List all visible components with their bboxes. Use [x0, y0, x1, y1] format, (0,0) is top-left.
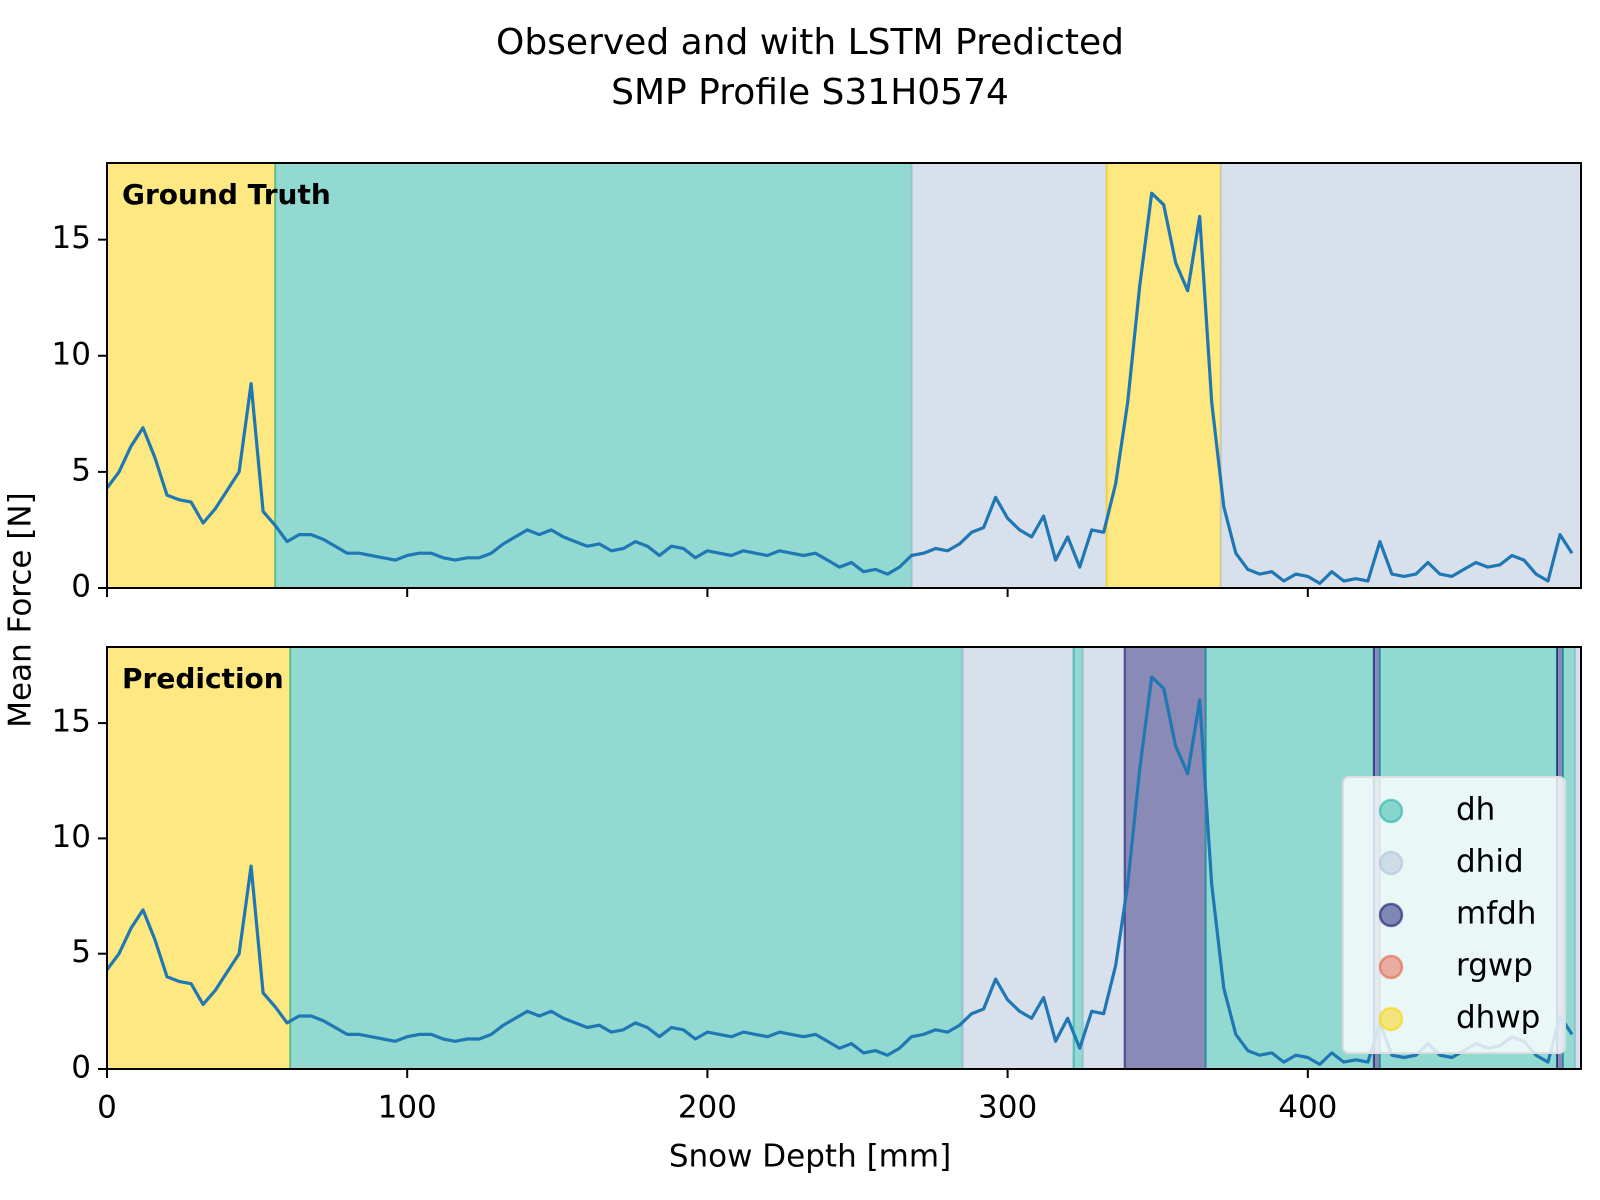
x-tick-label: 100 [378, 1090, 437, 1126]
x-tick-label: 300 [978, 1090, 1037, 1126]
x-tick-label: 400 [1278, 1090, 1337, 1126]
class-region [107, 647, 292, 1069]
title-line: SMP Profile S31H0574 [611, 72, 1009, 113]
y-tick-label: 0 [71, 1050, 91, 1086]
class-region [1072, 647, 1084, 1069]
data-line [107, 191, 1574, 585]
x-axis-label: Snow Depth [mm] [669, 1139, 951, 1175]
legend-marker [1378, 798, 1404, 824]
y-axis-label: Mean Force [N] [3, 492, 39, 727]
class-region [274, 163, 913, 588]
legend: dh dhid mfdh rgwp dhwp [1342, 776, 1566, 1054]
data-line [107, 675, 1574, 1066]
x-tick-label: 0 [97, 1090, 117, 1126]
y-tick-label: 15 [52, 704, 91, 740]
class-region [961, 647, 1075, 1069]
class-region [910, 163, 1108, 588]
legend-label: dhwp [1456, 1000, 1540, 1036]
class-region [289, 647, 964, 1069]
y-tick-label: 5 [71, 452, 91, 488]
legend-marker [1378, 1006, 1404, 1032]
legend-marker [1378, 954, 1404, 980]
legend-marker [1378, 902, 1404, 928]
legend-label: rgwp [1456, 948, 1533, 984]
class-region [1219, 163, 1581, 588]
y-tick-label: 10 [52, 819, 91, 855]
class-region [1123, 647, 1207, 1069]
legend-label: dh [1456, 792, 1495, 828]
plot-area [107, 163, 1581, 588]
x-tick-label: 200 [678, 1090, 737, 1126]
panel-label: Prediction [122, 662, 284, 695]
title-line: Observed and with LSTM Predicted [496, 22, 1124, 63]
legend-label: dhid [1456, 844, 1524, 880]
legend-box [1342, 776, 1566, 1054]
axes-frame [106, 646, 1582, 1070]
class-region [1105, 163, 1222, 588]
y-tick-label: 0 [71, 569, 91, 605]
y-tick-label: 15 [52, 220, 91, 256]
axes-frame [106, 162, 1582, 589]
class-region [107, 163, 277, 588]
y-tick-label: 5 [71, 934, 91, 970]
class-region [1573, 647, 1581, 1069]
legend-label: mfdh [1456, 896, 1536, 932]
class-region [1081, 647, 1126, 1069]
y-tick-label: 10 [52, 336, 91, 372]
panel-label: Ground Truth [122, 178, 331, 211]
legend-marker [1378, 850, 1404, 876]
